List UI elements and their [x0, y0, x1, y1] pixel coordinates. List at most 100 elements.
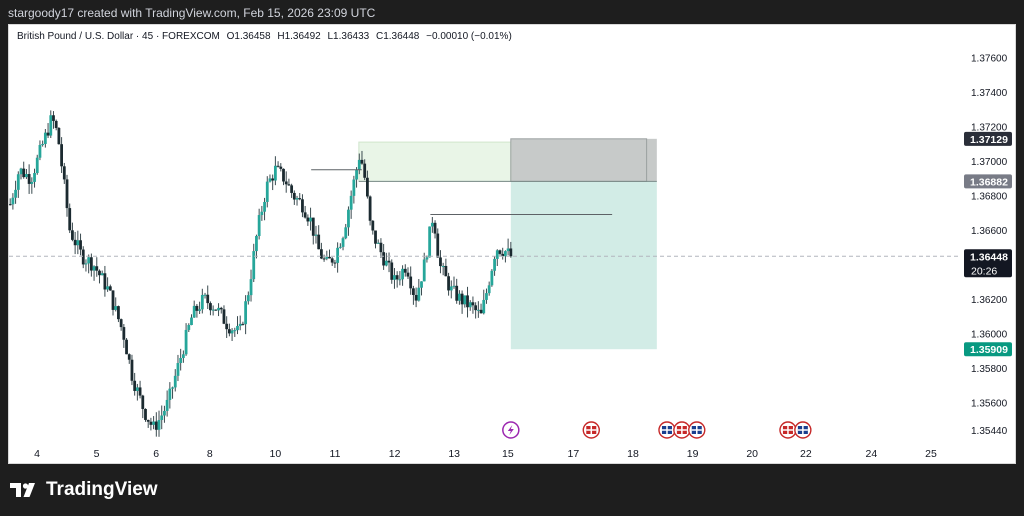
candle	[325, 250, 329, 261]
time-axis-label: 18	[627, 448, 639, 460]
candle	[209, 301, 212, 316]
candle	[152, 416, 156, 430]
candle-body	[282, 168, 285, 182]
candle-body	[390, 262, 394, 280]
candle	[490, 269, 494, 287]
candle-body	[449, 286, 453, 291]
candle-body	[306, 217, 310, 222]
candle	[144, 408, 147, 422]
candle-body	[433, 222, 437, 234]
time-axis-label: 19	[687, 448, 699, 460]
candle	[217, 303, 220, 317]
candle	[60, 137, 63, 173]
candle-body	[287, 184, 291, 186]
candle-body	[417, 287, 421, 301]
candle	[501, 247, 505, 260]
candle	[374, 230, 377, 249]
candle-body	[214, 309, 218, 311]
candle	[222, 305, 226, 325]
time-axis-label: 5	[94, 448, 100, 460]
candle	[117, 305, 120, 323]
candle	[65, 174, 69, 217]
candle-body	[328, 256, 331, 259]
candle-body	[209, 303, 212, 311]
candle-body	[127, 354, 131, 360]
ohlc-open: O1.36458	[226, 31, 271, 42]
candle	[187, 323, 191, 333]
candle-body	[460, 293, 464, 305]
candle-body	[92, 266, 96, 271]
candle	[263, 197, 266, 221]
candle-body	[163, 410, 166, 416]
candle	[495, 249, 499, 267]
candle	[76, 230, 80, 255]
candle	[384, 252, 388, 267]
candle	[173, 369, 177, 392]
candle-body	[160, 415, 164, 421]
candle-body	[130, 359, 134, 381]
candle	[447, 272, 450, 296]
candle-body	[436, 233, 440, 258]
candle-body	[384, 260, 388, 266]
candle-body	[485, 293, 488, 300]
candle	[135, 383, 139, 401]
candle-body	[330, 258, 334, 263]
candle-body	[395, 275, 399, 280]
candle	[460, 290, 464, 314]
profit-zone	[510, 181, 657, 350]
candle	[347, 206, 350, 236]
candle	[414, 287, 418, 308]
candle-body	[95, 266, 99, 271]
economic-event-flag-icon	[673, 421, 691, 439]
candle	[287, 178, 291, 186]
candle-body	[414, 294, 418, 301]
candle-body	[236, 325, 239, 331]
candle	[379, 238, 383, 258]
time-axis-label: 24	[866, 448, 878, 460]
candle	[43, 129, 47, 148]
candle	[95, 257, 99, 277]
candle	[214, 309, 218, 311]
candle-body	[122, 327, 126, 340]
candle	[141, 394, 145, 419]
candle-body	[406, 272, 410, 277]
candle	[198, 301, 202, 315]
candle-body	[146, 419, 150, 422]
candle	[219, 306, 223, 314]
candle	[133, 372, 137, 396]
chart-panel[interactable]: 1.37600 1.37400 1.37200 1.37000 1.36800 1.366…	[8, 24, 1016, 464]
candle-body	[317, 234, 321, 250]
candle-body	[241, 323, 245, 325]
candle	[260, 205, 264, 221]
candle-body	[493, 258, 496, 271]
candle	[485, 288, 488, 304]
candle-body	[430, 222, 434, 227]
candle-body	[41, 143, 45, 146]
candle	[463, 295, 467, 308]
candle-body	[371, 220, 375, 231]
candle	[9, 198, 12, 206]
candle	[301, 194, 304, 218]
price-chart[interactable]: 1.37600 1.37400 1.37200 1.37000 1.36800 1.366…	[9, 25, 1016, 464]
candle-body	[314, 234, 318, 236]
candle	[409, 266, 413, 295]
candle-body	[355, 169, 358, 180]
candle-body	[382, 252, 386, 266]
candle-body	[179, 357, 183, 364]
candle	[114, 297, 118, 312]
candle	[268, 174, 272, 183]
candle	[498, 249, 502, 256]
candle-body	[133, 380, 137, 391]
candle	[422, 252, 426, 282]
candle-body	[498, 250, 502, 254]
candle	[368, 195, 372, 226]
candle	[455, 278, 459, 304]
price-axis-label: 1.37000	[971, 157, 1008, 168]
candle-body	[471, 302, 475, 306]
candle-body	[125, 339, 128, 355]
candle-body	[89, 257, 93, 271]
candle	[371, 220, 375, 235]
price-axis-label: 1.35800	[971, 364, 1008, 375]
candle-body	[458, 293, 461, 301]
candle-body	[73, 239, 77, 246]
